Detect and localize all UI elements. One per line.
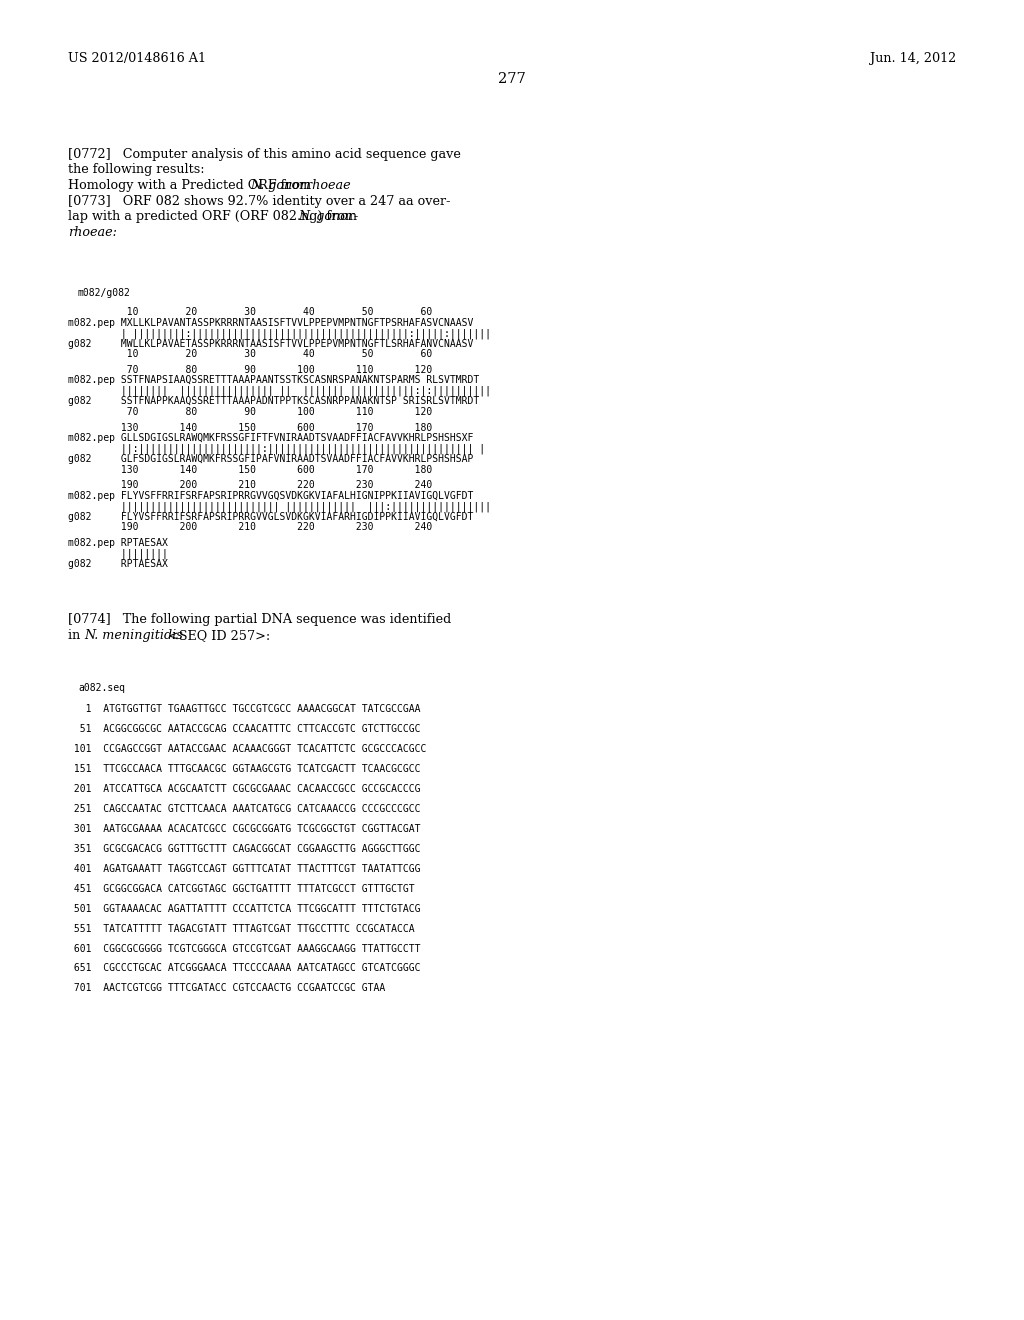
- Text: 251  CAGCCAATAC GTCTTCAACA AAATCATGCG CATCAAACCG CCCGCCCGCC: 251 CAGCCAATAC GTCTTCAACA AAATCATGCG CAT…: [68, 804, 421, 814]
- Text: [0773]   ORF 082 shows 92.7% identity over a 247 aa over-: [0773] ORF 082 shows 92.7% identity over…: [68, 194, 451, 207]
- Text: 101  CCGAGCCGGT AATACCGAAC ACAAACGGGT TCACATTCTC GCGCCCACGCC: 101 CCGAGCCGGT AATACCGAAC ACAAACGGGT TCA…: [68, 744, 426, 754]
- Text: g082     GLFSDGIGSLRAWQMKFRSSGFIPAFVNIRAADTSVAADFFIACFAVVKHRLPSHSHSAP: g082 GLFSDGIGSLRAWQMKFRSSGFIPAFVNIRAADTS…: [68, 454, 473, 465]
- Text: 10        20        30        40        50        60: 10 20 30 40 50 60: [68, 308, 432, 317]
- Text: m082.pep GLLSDGIGSLRAWQMKFRSSGFIFTFVNIRAADTSVAADFFIACFAVVKHRLPSHSHSXF: m082.pep GLLSDGIGSLRAWQMKFRSSGFIFTFVNIRA…: [68, 433, 473, 444]
- Text: US 2012/0148616 A1: US 2012/0148616 A1: [68, 51, 206, 65]
- Text: m082.pep SSTFNAPSIAAQSSRETTTAAAPAANTSSTKSCASNRSPANAKNTSPARMS RLSVTMRDT: m082.pep SSTFNAPSIAAQSSRETTTAAAPAANTSSTK…: [68, 375, 479, 385]
- Text: 301  AATGCGAAAA ACACATCGCC CGCGCGGATG TCGCGGCTGT CGGTTACGAT: 301 AATGCGAAAA ACACATCGCC CGCGCGGATG TCG…: [68, 824, 421, 834]
- Text: 451  GCGGCGGACA CATCGGTAGC GGCTGATTTT TTTATCGCCT GTTTGCTGT: 451 GCGGCGGACA CATCGGTAGC GGCTGATTTT TTT…: [68, 883, 415, 894]
- Text: 190       200       210       220       230       240: 190 200 210 220 230 240: [68, 480, 432, 490]
- Text: 151  TTCGCCAACA TTTGCAACGC GGTAAGCGTG TCATCGACTT TCAACGCGCC: 151 TTCGCCAACA TTTGCAACGC GGTAAGCGTG TCA…: [68, 764, 421, 774]
- Text: [0772]   Computer analysis of this amino acid sequence gave: [0772] Computer analysis of this amino a…: [68, 148, 461, 161]
- Text: lap with a predicted ORF (ORF 082.ng) from: lap with a predicted ORF (ORF 082.ng) fr…: [68, 210, 361, 223]
- Text: 190       200       210       220       230       240: 190 200 210 220 230 240: [68, 523, 432, 532]
- Text: | |||||||||:|||||||||||||||||||||||||||||||||||||:|||||:|||||||: | |||||||||:||||||||||||||||||||||||||||…: [68, 329, 490, 339]
- Text: 10        20        30        40        50        60: 10 20 30 40 50 60: [68, 348, 432, 359]
- Text: <SEQ ID 257>:: <SEQ ID 257>:: [164, 628, 270, 642]
- Text: 701  AACTCGTCGG TTTCGATACC CGTCCAACTG CCGAATCCGC GTAA: 701 AACTCGTCGG TTTCGATACC CGTCCAACTG CCG…: [68, 983, 385, 994]
- Text: 501  GGTAAAACAC AGATTATTTT CCCATTCTCA TTCGGCATTT TTTCTGTACG: 501 GGTAAAACAC AGATTATTTT CCCATTCTCA TTC…: [68, 904, 421, 913]
- Text: 70        80        90       100       110       120: 70 80 90 100 110 120: [68, 407, 432, 417]
- Text: the following results:: the following results:: [68, 164, 205, 177]
- Text: ||:|||||||||||||||||||||:||||||||||||||||||||||||||||||||||| |: ||:|||||||||||||||||||||:|||||||||||||||…: [68, 444, 485, 454]
- Text: 130       140       150       600       170       180: 130 140 150 600 170 180: [68, 465, 432, 475]
- Text: rhoeae:: rhoeae:: [68, 226, 117, 239]
- Text: 551  TATCATTTTT TAGACGTATT TTTAGTCGAT TTGCCTTTC CCGCATACCA: 551 TATCATTTTT TAGACGTATT TTTAGTCGAT TTG…: [68, 924, 415, 933]
- Text: ||||||||: ||||||||: [68, 549, 168, 560]
- Text: m082.pep RPTAESAX: m082.pep RPTAESAX: [68, 539, 168, 548]
- Text: 351  GCGCGACACG GGTTTGCTTT CAGACGGCAT CGGAAGCTTG AGGGCTTGGC: 351 GCGCGACACG GGTTTGCTTT CAGACGGCAT CGG…: [68, 843, 421, 854]
- Text: Homology with a Predicted ORF from: Homology with a Predicted ORF from: [68, 180, 315, 191]
- Text: in: in: [68, 628, 84, 642]
- Text: 130       140       150       600       170       180: 130 140 150 600 170 180: [68, 422, 432, 433]
- Text: m082.pep MXLLKLPAVANTASSPKRRRNTAASISFTVVLPPEPVMPNTNGFTPSRHAFASVCNAASV: m082.pep MXLLKLPAVANTASSPKRRRNTAASISFTVV…: [68, 318, 473, 327]
- Text: 601  CGGCGCGGGG TCGTCGGGCA GTCCGTCGAT AAAGGCAAGG TTATTGCCTT: 601 CGGCGCGGGG TCGTCGGGCA GTCCGTCGAT AAA…: [68, 944, 421, 953]
- Text: 51  ACGGCGGCGC AATACCGCAG CCAACATTTC CTTCACCGTC GTCTTGCCGC: 51 ACGGCGGCGC AATACCGCAG CCAACATTTC CTTC…: [68, 725, 421, 734]
- Text: g082     MWLLKLPAVAETASSPKRRRNTAASISFTVVLPPEPVMPNTNGFTLSRHAFANVCNAASV: g082 MWLLKLPAVAETASSPKRRRNTAASISFTVVLPPE…: [68, 339, 473, 348]
- Text: N. gonor-: N. gonor-: [298, 210, 358, 223]
- Text: 201  ATCCATTGCA ACGCAATCTT CGCGCGAAAC CACAACCGCC GCCGCACCCG: 201 ATCCATTGCA ACGCAATCTT CGCGCGAAAC CAC…: [68, 784, 421, 793]
- Text: 277: 277: [498, 73, 526, 86]
- Text: N. meningitidis: N. meningitidis: [84, 628, 183, 642]
- Text: ||||||||||||||||||||||||||| ||||||||||||  |||:|||||||||||||||||: ||||||||||||||||||||||||||| ||||||||||||…: [68, 502, 490, 512]
- Text: g082     SSTFNAPPKAAQSSRETTTAAAPADNTPPTKSCASNRPPANAKNTSP SRISRLSVTMRDT: g082 SSTFNAPPKAAQSSRETTTAAAPADNTPPTKSCAS…: [68, 396, 479, 407]
- Text: N. gonorrhoeae: N. gonorrhoeae: [250, 180, 350, 191]
- Text: g082     RPTAESAX: g082 RPTAESAX: [68, 560, 168, 569]
- Text: Jun. 14, 2012: Jun. 14, 2012: [869, 51, 956, 65]
- Text: g082     FLYVSFFRRIFSRFAPSRIPRRGVVGLSVDKGKVIAFARHIGDIPPKIIAVIGQLVGFDT: g082 FLYVSFFRRIFSRFAPSRIPRRGVVGLSVDKGKVI…: [68, 512, 473, 521]
- Text: 401  AGATGAAATT TAGGTCCAGT GGTTTCATAT TTACTTTCGT TAATATTCGG: 401 AGATGAAATT TAGGTCCAGT GGTTTCATAT TTA…: [68, 863, 421, 874]
- Text: a082.seq: a082.seq: [78, 684, 125, 693]
- Text: ||||||||  |||||||||||||||| ||  ||||||| |||||||||||:|:||||||||||: |||||||| |||||||||||||||| || ||||||| |||…: [68, 385, 490, 396]
- Text: m082.pep FLYVSFFRRIFSRFAPSRIPRRGVVGQSVDKGKVIAFALHIGNIPPKIIAVIGQLVGFDT: m082.pep FLYVSFFRRIFSRFAPSRIPRRGVVGQSVDK…: [68, 491, 473, 500]
- Text: 651  CGCCCTGCAC ATCGGGAACA TTCCCCAAAA AATCATAGCC GTCATCGGGC: 651 CGCCCTGCAC ATCGGGAACA TTCCCCAAAA AAT…: [68, 964, 421, 973]
- Text: 1  ATGTGGTTGT TGAAGTTGCC TGCCGTCGCC AAAACGGCAT TATCGCCGAA: 1 ATGTGGTTGT TGAAGTTGCC TGCCGTCGCC AAAAC…: [68, 704, 421, 714]
- Text: [0774]   The following partial DNA sequence was identified: [0774] The following partial DNA sequenc…: [68, 614, 452, 627]
- Text: m082/g082: m082/g082: [78, 288, 131, 297]
- Text: 70        80        90       100       110       120: 70 80 90 100 110 120: [68, 364, 432, 375]
